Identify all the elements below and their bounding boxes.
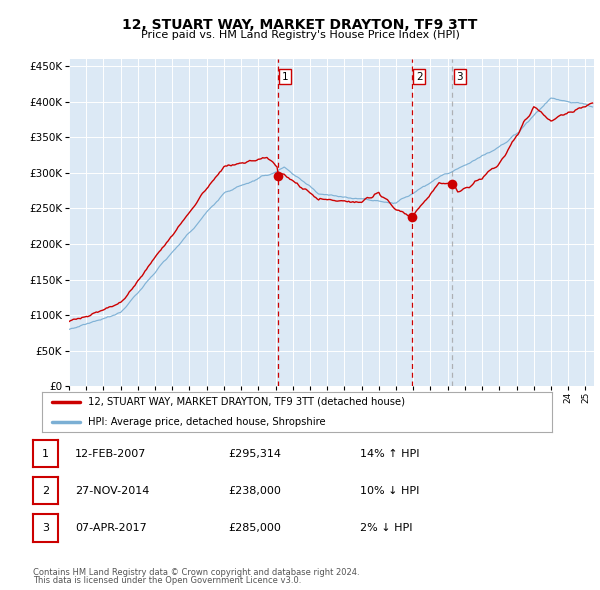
- Text: 2: 2: [416, 72, 422, 82]
- Text: 27-NOV-2014: 27-NOV-2014: [75, 486, 149, 496]
- Text: 07-APR-2017: 07-APR-2017: [75, 523, 147, 533]
- Text: 3: 3: [457, 72, 463, 82]
- Text: 10% ↓ HPI: 10% ↓ HPI: [360, 486, 419, 496]
- Text: 2% ↓ HPI: 2% ↓ HPI: [360, 523, 413, 533]
- Text: Price paid vs. HM Land Registry's House Price Index (HPI): Price paid vs. HM Land Registry's House …: [140, 30, 460, 40]
- Text: £295,314: £295,314: [228, 449, 281, 458]
- Text: 12, STUART WAY, MARKET DRAYTON, TF9 3TT (detached house): 12, STUART WAY, MARKET DRAYTON, TF9 3TT …: [88, 397, 405, 407]
- Text: 1: 1: [42, 449, 49, 458]
- Text: HPI: Average price, detached house, Shropshire: HPI: Average price, detached house, Shro…: [88, 417, 326, 427]
- Text: This data is licensed under the Open Government Licence v3.0.: This data is licensed under the Open Gov…: [33, 576, 301, 585]
- Text: £238,000: £238,000: [228, 486, 281, 496]
- Text: 12-FEB-2007: 12-FEB-2007: [75, 449, 146, 458]
- Text: 2: 2: [42, 486, 49, 496]
- Text: 14% ↑ HPI: 14% ↑ HPI: [360, 449, 419, 458]
- Text: 3: 3: [42, 523, 49, 533]
- Text: Contains HM Land Registry data © Crown copyright and database right 2024.: Contains HM Land Registry data © Crown c…: [33, 568, 359, 577]
- Text: 1: 1: [282, 72, 289, 82]
- Text: £285,000: £285,000: [228, 523, 281, 533]
- Text: 12, STUART WAY, MARKET DRAYTON, TF9 3TT: 12, STUART WAY, MARKET DRAYTON, TF9 3TT: [122, 18, 478, 32]
